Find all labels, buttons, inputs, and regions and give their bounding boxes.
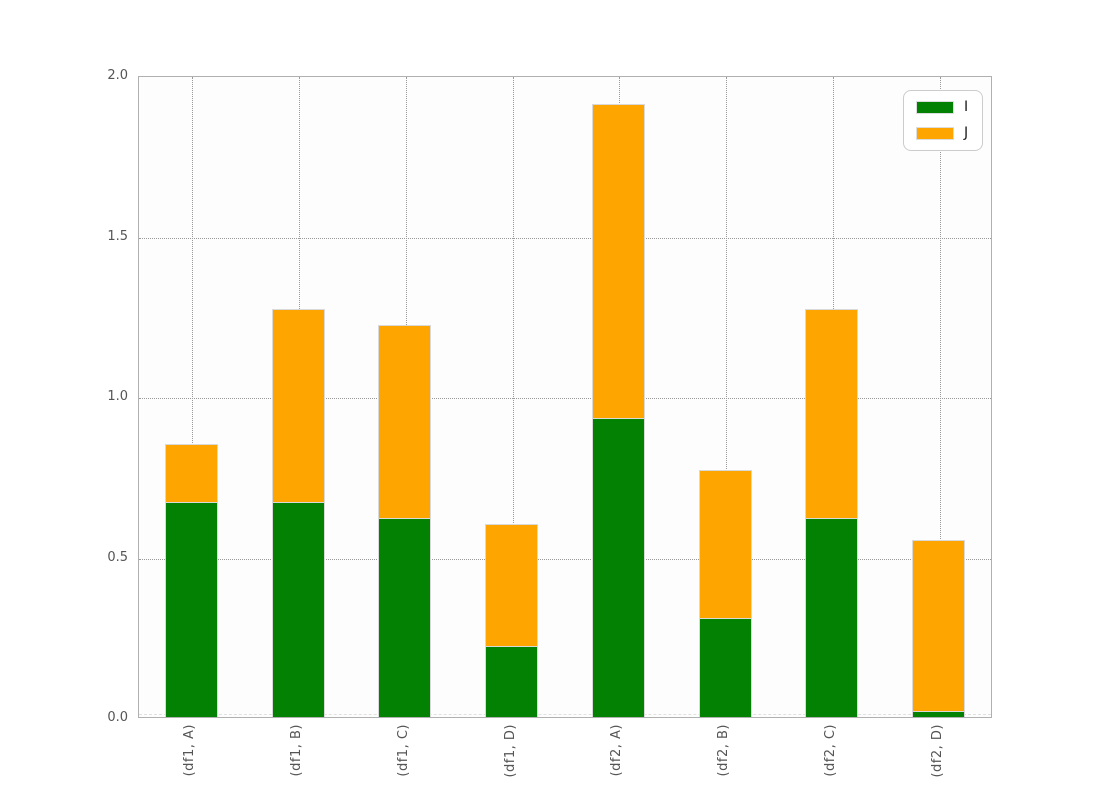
ytick-label-1.0: 1.0 <box>107 389 128 404</box>
gridline-vertical <box>192 77 194 717</box>
bar-segment-J-(df1, B) <box>271 309 325 502</box>
bar-stack-(df1, A) <box>164 444 218 717</box>
ytick-label-0.0: 0.0 <box>107 710 128 725</box>
ytick-label-0.5: 0.5 <box>107 549 128 565</box>
ytick-label-1.5: 1.5 <box>107 228 128 244</box>
xtick-label-(df1, B): (df1, B) <box>289 724 305 777</box>
legend-entry-J: J <box>916 126 970 141</box>
bar-segment-I-(df1, D) <box>485 646 539 717</box>
plot-area <box>138 76 992 718</box>
bar-segment-J-(df2, C) <box>805 309 859 518</box>
bar-stack-(df1, D) <box>485 524 539 717</box>
bar-segment-I-(df1, C) <box>378 517 432 717</box>
legend-label-I: I <box>964 99 969 115</box>
bar-stack-(df2, D) <box>912 540 966 717</box>
xtick-label-(df1, C): (df1, C) <box>395 724 411 777</box>
bar-segment-J-(df1, D) <box>485 524 539 647</box>
bar-segment-J-(df1, C) <box>378 325 432 518</box>
ytick-label-2.0: 2.0 <box>107 68 128 83</box>
bar-segment-J-(df2, D) <box>912 540 966 711</box>
xtick-label-(df2, B): (df2, B) <box>716 724 732 777</box>
gridline-horizontal <box>139 398 991 399</box>
zero-gridline <box>139 714 991 715</box>
bar-segment-J-(df2, B) <box>698 469 752 618</box>
bar-stack-(df2, C) <box>805 309 859 717</box>
legend: I J <box>903 90 983 151</box>
bar-stack-(df1, C) <box>378 325 432 717</box>
bar-segment-I-(df2, C) <box>805 517 859 717</box>
bar-stack-(df2, A) <box>591 103 645 717</box>
legend-swatch-I <box>916 101 954 114</box>
gridline-vertical <box>512 77 514 717</box>
xtick-label-(df1, D): (df1, D) <box>502 724 518 778</box>
xtick-label-(df1, A): (df1, A) <box>182 724 198 777</box>
legend-swatch-J <box>916 127 954 140</box>
xtick-label-(df2, C): (df2, C) <box>822 724 838 777</box>
bar-stack-(df1, B) <box>271 309 325 717</box>
xtick-label-(df2, D): (df2, D) <box>929 724 945 778</box>
bar-segment-I-(df2, A) <box>591 418 645 717</box>
legend-label-J: J <box>964 125 969 141</box>
bar-segment-I-(df1, B) <box>271 501 325 717</box>
gridline-horizontal <box>139 558 991 560</box>
gridline-horizontal <box>139 237 991 239</box>
legend-entry-I: I <box>916 100 970 115</box>
bar-segment-I-(df1, A) <box>164 501 218 717</box>
gridline-vertical <box>726 77 728 717</box>
bar-segment-I-(df2, B) <box>698 617 752 717</box>
bar-segment-J-(df2, A) <box>591 103 645 419</box>
xtick-label-(df2, A): (df2, A) <box>609 724 625 777</box>
bar-segment-I-(df2, D) <box>912 710 966 717</box>
bar-segment-J-(df1, A) <box>164 444 218 502</box>
bar-stack-(df2, B) <box>698 469 752 717</box>
gridline-vertical <box>939 77 941 717</box>
